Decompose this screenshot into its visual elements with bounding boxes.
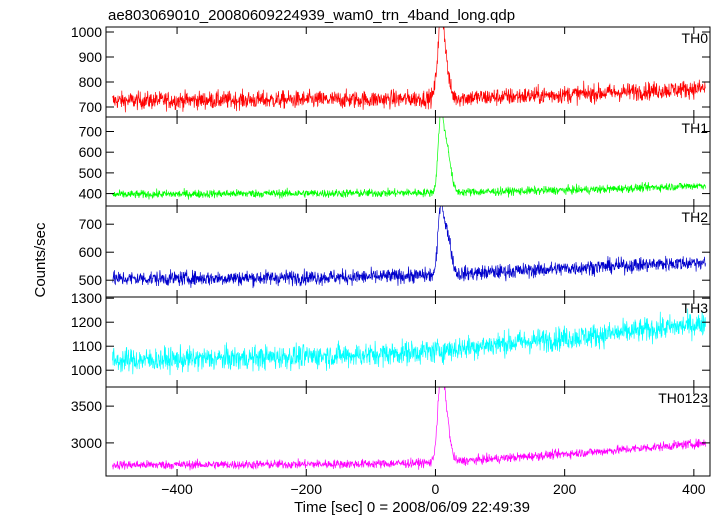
panel-frame [105,386,711,477]
panel-frame [105,296,711,388]
x-axis-label: Time [sec] 0 = 2008/06/09 22:49:39 [294,499,530,516]
chart-title: ae803069010_20080609224939_wam0_trn_4ban… [108,7,515,24]
x-tick-label: 0 [432,481,440,497]
panel-th3: 1000 1100 1200 1300 TH3 [71,290,711,388]
panel-th2: 500 600 700 TH2 [79,205,711,298]
y-tick-label: 600 [79,144,103,160]
panel-th0: 700 800 900 1000 TH0 [71,24,711,118]
y-tick-label: 1000 [71,24,102,40]
y-tick-label: 700 [79,99,103,115]
panels-group: 700 800 900 1000 TH0 400 500 600 700 TH1 500 600 700… [71,24,711,477]
y-tick-label: 3000 [71,435,102,451]
y-tick-label: 1200 [71,314,102,330]
x-tick-label: −200 [290,481,322,497]
series-line-th2 [112,206,706,289]
panel-label-th1: TH1 [682,120,709,136]
y-tick-label: 700 [79,123,103,139]
series-line-th1 [112,117,706,200]
y-tick-label: 500 [79,272,103,288]
panel-frame [105,205,711,298]
y-tick-label: 1000 [71,362,102,378]
panel-label-th0123: TH0123 [658,390,708,406]
y-axis-label: Counts/sec [32,222,49,298]
series-line-th0 [112,27,706,113]
x-tick-label: −400 [161,481,193,497]
x-axis-ticks: −400 −200 0 200 400 [161,481,705,497]
y-tick-label: 3500 [71,398,102,414]
panel-label-th2: TH2 [682,209,709,225]
series-line-th0123 [112,387,706,471]
y-tick-label: 900 [79,49,103,65]
y-tick-label: 1300 [71,290,102,306]
x-tick-label: 400 [682,481,706,497]
panel-label-th3: TH3 [682,300,709,316]
y-tick-label: 600 [79,244,103,260]
y-tick-label: 1100 [72,338,102,354]
y-tick-label: 700 [79,216,103,232]
series-line-th3 [112,308,706,376]
x-tick-label: 200 [553,481,577,497]
y-tick-label: 400 [79,186,103,202]
panel-label-th0: TH0 [682,30,709,46]
panel-th0123: 3000 3500 TH0123 [71,386,711,477]
y-tick-label: 500 [79,165,103,181]
y-tick-label: 800 [79,74,103,90]
panel-th1: 400 500 600 700 TH1 [79,116,711,207]
